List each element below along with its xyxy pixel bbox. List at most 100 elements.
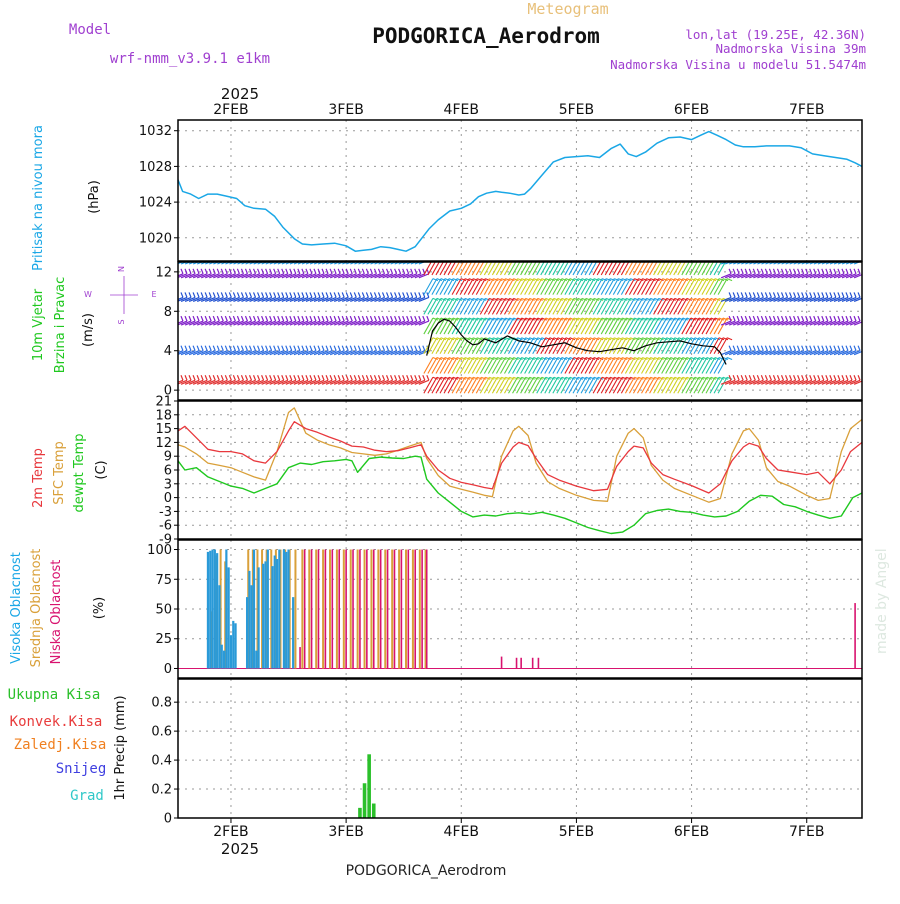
wind-barb (596, 317, 607, 335)
wind-barb (809, 350, 821, 356)
wind-barb-flag (549, 278, 555, 282)
wind-barb (560, 298, 571, 315)
wind-barb-flag (313, 292, 317, 298)
wind-barb (520, 262, 529, 276)
wind-barb (793, 273, 804, 279)
wind-barb-flag (200, 315, 204, 322)
cloud-frame (177, 539, 863, 679)
wind-barb-flag (321, 375, 325, 381)
wind-barb (233, 273, 244, 279)
wind-barb-flag (180, 315, 184, 322)
wind-barb-flag (329, 315, 333, 322)
wind-barb (705, 376, 716, 394)
wind-barb (329, 320, 341, 326)
wind-barb (681, 376, 692, 394)
wind-barb-flag (674, 297, 680, 301)
wind-barb (741, 296, 752, 303)
wind-barb (188, 350, 200, 356)
wind-barb (653, 357, 664, 374)
wind-barb (697, 317, 708, 335)
wind-barb (467, 376, 478, 394)
wind-barb (374, 379, 385, 385)
wind-barb (841, 350, 853, 356)
wind-barb (423, 317, 434, 335)
wind-barb (637, 298, 647, 315)
wind-barb-flag (489, 297, 495, 301)
wind-barb (765, 320, 776, 326)
wind-barb-flag (545, 297, 551, 301)
wind-barb-flag (505, 356, 511, 361)
wind-barb-flag (622, 337, 628, 341)
wind-barb-flag (702, 337, 709, 341)
wind-barb-flag (184, 375, 188, 381)
wind-barb-flag (377, 375, 382, 381)
wind-barb-flag (365, 292, 369, 298)
wind-barb-flag (825, 268, 829, 275)
wind-barb-flag (825, 375, 829, 381)
wind-barb (463, 337, 474, 355)
wind-barb-flag (385, 268, 390, 275)
wind-barb (717, 262, 726, 276)
wind-barb (221, 320, 232, 326)
wind-barb-flag (845, 292, 849, 298)
wind-barb-flag (200, 345, 204, 351)
wind-barb (406, 320, 417, 326)
wind-barb-flag (333, 375, 337, 381)
wind-barb-flag (833, 315, 837, 322)
wind-barb-flag (722, 376, 729, 380)
wind-barb (418, 379, 430, 385)
wind-barb-flag (289, 315, 293, 322)
wind-barb (338, 296, 349, 303)
wind-barb (418, 296, 430, 303)
wind-barb-flag (809, 375, 813, 381)
wind-barb-flag (418, 315, 422, 322)
wind-barb (809, 296, 821, 303)
wind-barb-flag (589, 297, 596, 301)
wind-barb-flag (402, 315, 406, 322)
wind-barb (394, 262, 402, 265)
wind-barb (301, 379, 313, 385)
wind-barb (765, 262, 773, 265)
wind-barb-flag (805, 315, 809, 322)
wind-barb-flag (593, 356, 600, 361)
wind-barb-flag (714, 376, 721, 380)
wind-barb-flag (776, 315, 781, 322)
wind-barb (604, 317, 615, 335)
wind-barb (620, 298, 631, 315)
wind-barb-flag (706, 337, 713, 341)
wind-barb (508, 262, 517, 276)
wind-barb-flag (686, 376, 692, 380)
wind-barb (483, 317, 494, 335)
wind-barb (745, 379, 756, 385)
wind-barb (697, 262, 706, 276)
wind-barb-flag (240, 315, 245, 322)
wind-barb-flag (460, 317, 467, 321)
wind-barb-flag (638, 317, 644, 321)
cloud-panel: Visoka Oblacnost Srednja Oblacnost Niska… (9, 539, 863, 679)
wind-barb (245, 273, 256, 279)
wind-barb (624, 278, 635, 295)
wind-barb-flag (605, 278, 612, 282)
wind-barb (833, 262, 841, 265)
wind-barb (524, 278, 535, 295)
wind-barb (720, 296, 732, 303)
wind-barb-flag (797, 292, 801, 298)
wind-barb (435, 376, 446, 394)
wind-barb-flag (678, 376, 684, 380)
wind-barb-flag (533, 356, 539, 361)
wind-barb (390, 350, 401, 356)
wind-barb-flag (630, 337, 636, 341)
wind-barb (253, 296, 264, 303)
wind-barb-flag (505, 376, 511, 380)
wind-barb-flag (477, 356, 483, 361)
wind-barb (833, 379, 845, 385)
wind-barb (386, 350, 397, 356)
wind-barb-flag (325, 292, 329, 298)
wind-barb-flag (269, 268, 273, 275)
wind-barb-flag (398, 268, 402, 275)
wind-barb (217, 296, 228, 303)
wind-barb (632, 376, 643, 394)
wind-barb-flag (377, 345, 382, 351)
wind-barb (749, 296, 760, 303)
wind-barb-flag (813, 375, 817, 381)
